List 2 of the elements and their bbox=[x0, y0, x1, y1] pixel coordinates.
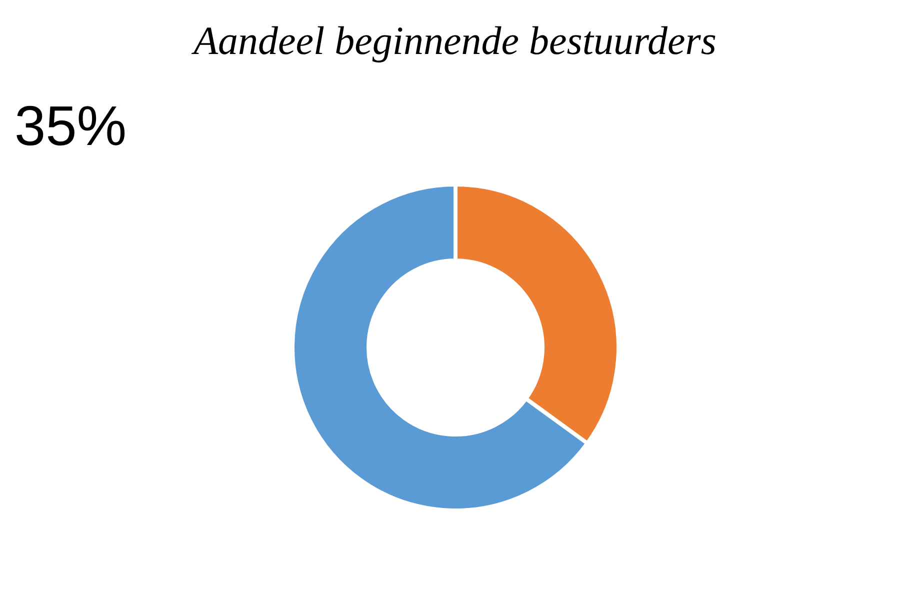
text: 35% bbox=[14, 94, 127, 157]
chart-title: Aandeel beginnende bestuurders bbox=[190, 18, 716, 63]
